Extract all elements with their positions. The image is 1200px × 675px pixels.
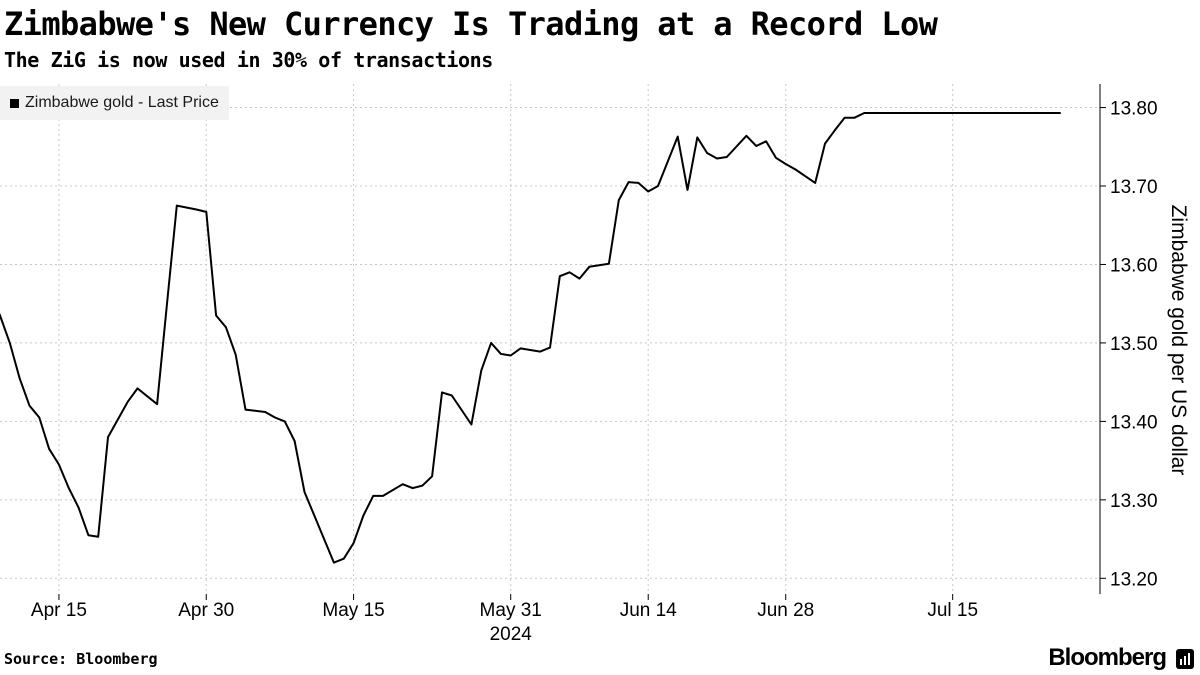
y-tick-label: 13.20 <box>1110 569 1158 590</box>
x-tick-label: Jun 28 <box>757 600 814 621</box>
y-tick-label: 13.60 <box>1110 255 1158 276</box>
x-tick-label: Apr 30 <box>178 600 234 621</box>
chart-title: Zimbabwe's New Currency Is Trading at a … <box>4 5 938 43</box>
x-tick-label: Jul 15 <box>927 600 978 621</box>
x-tick-label: Jun 14 <box>620 600 677 621</box>
brand-logo: Bloomberg <box>1048 644 1167 671</box>
terminal-icon <box>1176 649 1194 669</box>
y-tick-label: 13.80 <box>1110 99 1158 120</box>
tick-labels: 13.20 13.30 13.40 13.50 13.60 13.70 13.80 Apr 1… <box>31 99 1190 645</box>
y-tick-label: 13.70 <box>1110 177 1158 198</box>
series-layer <box>0 112 1061 564</box>
legend-swatch-icon <box>10 98 19 108</box>
chart-subtitle: The ZiG is now used in 30% of transactio… <box>4 48 493 72</box>
gridlines <box>0 84 1100 594</box>
y-axis-title: Zimbabwe gold per US dollar <box>1167 205 1190 476</box>
x-tick-label: May 31 <box>480 600 542 621</box>
series-line-0 <box>0 112 1061 564</box>
x-tick-label: Apr 15 <box>31 600 87 621</box>
y-tick-label: 13.30 <box>1110 491 1158 512</box>
x-year-label: 2024 <box>490 624 533 645</box>
legend-label: Zimbabwe gold - Last Price <box>25 94 219 111</box>
y-tick-label: 13.40 <box>1110 412 1158 433</box>
source-note: Source: Bloomberg <box>4 650 158 668</box>
axes <box>58 84 1106 600</box>
x-tick-label: May 15 <box>322 600 384 621</box>
y-tick-label: 13.50 <box>1110 334 1158 355</box>
legend: Zimbabwe gold - Last Price <box>0 86 229 120</box>
